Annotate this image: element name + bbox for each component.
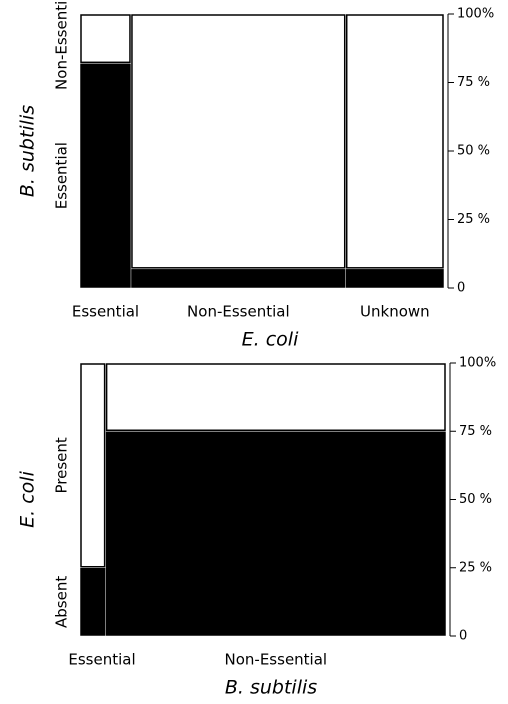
level-label: Absent [53,576,71,628]
y-tick-label: 0 [459,629,467,644]
mosaic-tile [131,269,346,288]
y-tick-label: 50 % [457,144,490,159]
level-label: Non-Essential [53,0,71,90]
x-axis-title: E. coli [242,329,299,351]
y-tick-label: 0 [457,281,465,296]
mosaic-tile [80,14,131,64]
mosaic-tile [80,363,106,568]
y-tick-label: 75 % [459,424,492,439]
y-tick-label: 75 % [457,75,490,90]
x-tick-label: Non-Essential [225,651,328,669]
x-tick-label: Unknown [360,303,430,321]
mosaic-tile [345,14,444,269]
x-tick-label: Essential [72,303,139,321]
y-axis-title: E. coli [17,470,39,527]
y-axis-title: B. subtilis [17,105,39,197]
y-tick-label: 100% [457,7,494,22]
x-axis-title: B. subtilis [225,677,317,699]
mosaic-tile [131,14,346,269]
mosaic-tile [105,431,446,636]
y-tick-label: 100% [459,356,496,371]
mosaic-tile [105,363,446,431]
level-label: Essential [53,142,71,209]
mosaic-tile [80,568,106,636]
level-label: Present [53,437,71,493]
mosaic-tile [345,269,444,288]
y-tick-label: 50 % [459,492,492,507]
x-tick-label: Non-Essential [187,303,290,321]
y-tick-label: 25 % [457,212,490,227]
x-tick-label: Essential [68,651,135,669]
mosaic-tile [80,63,131,288]
y-tick-label: 25 % [459,560,492,575]
